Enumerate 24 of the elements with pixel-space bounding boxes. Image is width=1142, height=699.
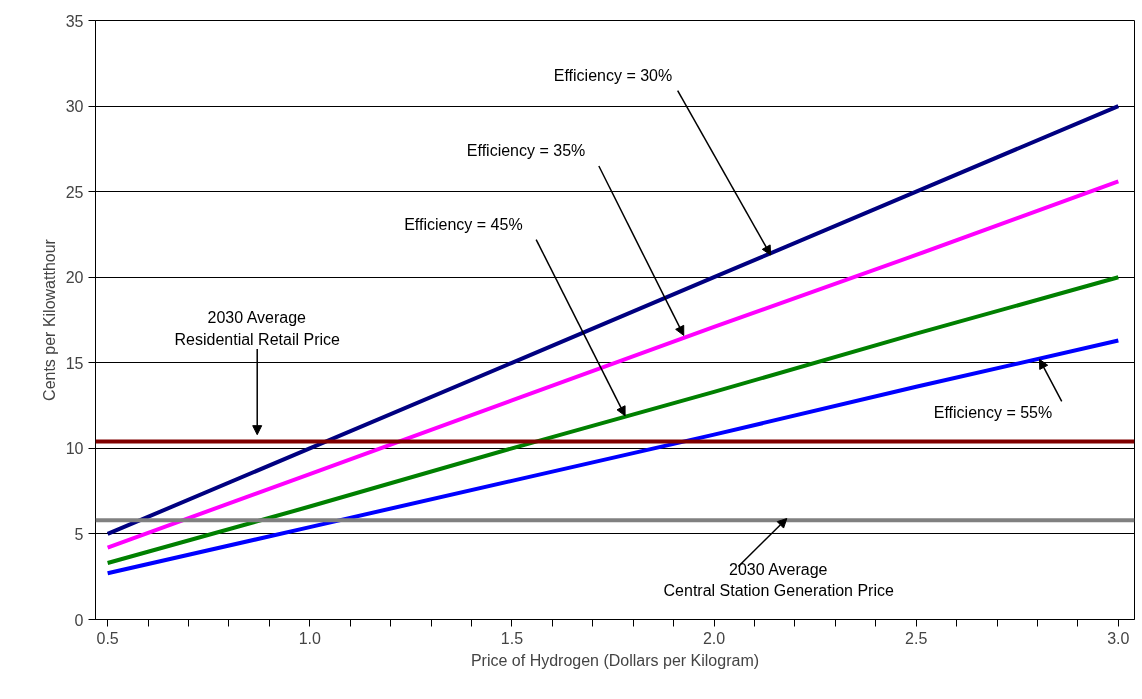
x-axis-title: Price of Hydrogen (Dollars per Kilogram) — [470, 651, 760, 669]
annotation: Efficiency = 55% — [933, 403, 1053, 421]
line-series — [105, 104, 1121, 536]
x-tick-label: 1.0 — [298, 629, 321, 647]
annotation: 2030 Average Central Station Generation Price — [663, 561, 895, 600]
annotation: Efficiency = 35% — [466, 142, 586, 160]
y-tick-label: 20 — [65, 269, 84, 287]
y-tick-label: 0 — [74, 611, 84, 629]
x-tick-label: 1.5 — [500, 629, 524, 647]
annotation: 2030 Average Residential Retail Price — [174, 309, 341, 348]
x-tick-label: 2.0 — [702, 629, 726, 647]
y-tick-label: 35 — [65, 12, 84, 30]
y-tick-label: 5 — [74, 525, 84, 543]
annotation: Efficiency = 45% — [404, 215, 523, 233]
x-tick-label: 3.0 — [1107, 629, 1130, 647]
y-tick-label: 25 — [65, 183, 84, 201]
y-tick-label: 10 — [65, 440, 84, 458]
line-series — [105, 179, 1121, 550]
x-tick-label: 2.5 — [905, 629, 928, 647]
y-tick-label: 30 — [65, 98, 84, 116]
annotation: Efficiency = 30% — [553, 66, 673, 84]
y-axis-title: Cents per Kilowatthour — [40, 238, 58, 401]
x-tick-label: 0.5 — [96, 629, 119, 647]
y-tick-label: 15 — [65, 354, 84, 372]
